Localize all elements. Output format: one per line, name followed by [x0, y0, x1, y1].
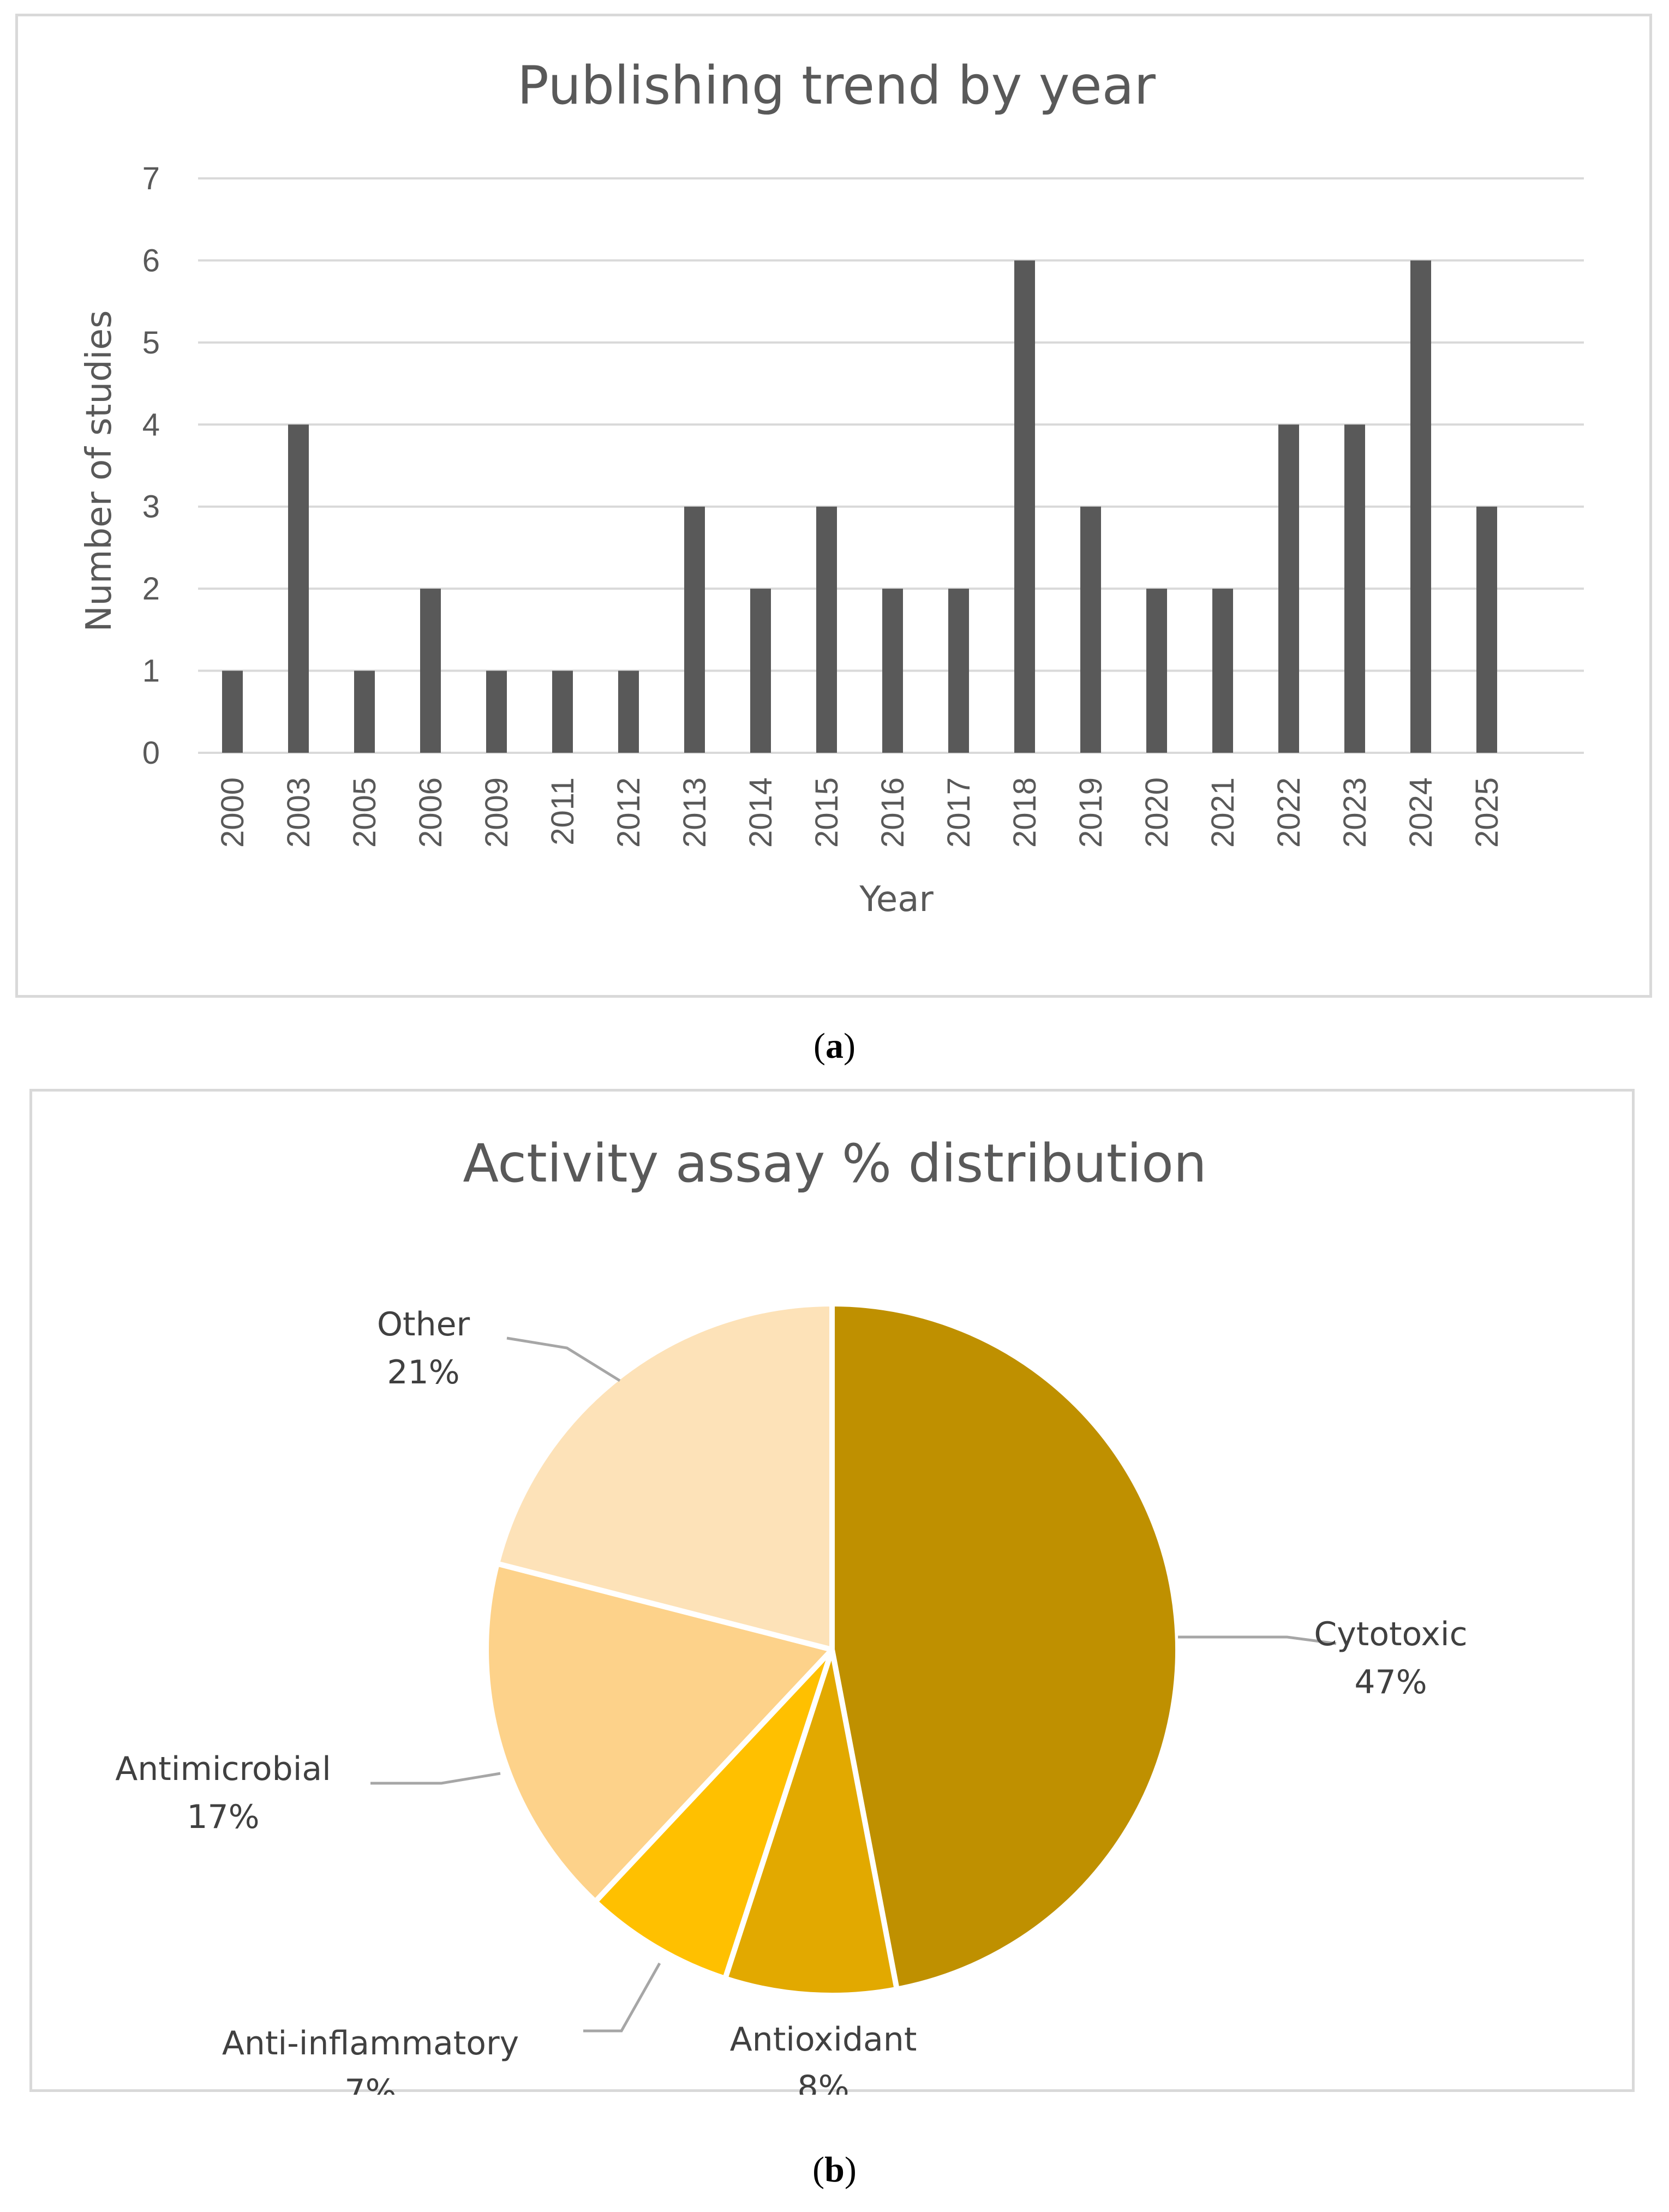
pie-slice [829, 1301, 1181, 1992]
y-tick-label: 5 [142, 325, 160, 361]
x-tick-label: 2011 [545, 777, 581, 846]
x-tick-label: 2014 [743, 777, 779, 848]
bar [1146, 589, 1167, 753]
bar [552, 670, 573, 753]
bar [1344, 424, 1365, 753]
y-tick-label: 3 [142, 489, 160, 525]
bar [420, 589, 441, 753]
pie-slice [483, 1561, 835, 1905]
y-tick-label: 4 [142, 407, 160, 442]
x-tick-label: 2020 [1139, 777, 1175, 848]
bar [1014, 260, 1035, 753]
x-tick-label: 2006 [413, 777, 448, 848]
bar [948, 589, 969, 753]
slice-percent: 21% [387, 1353, 459, 1392]
bar [1278, 424, 1299, 753]
leader-line [583, 1962, 661, 2033]
y-tick-label: 7 [142, 161, 160, 196]
x-tick-label: 2017 [941, 777, 977, 848]
leader-line [370, 1772, 501, 1785]
bar [684, 506, 705, 753]
caption-a-letter: a [825, 1026, 844, 1066]
bar [486, 670, 507, 753]
pie-chart: Activity assay % distribution Cytotoxic 47… [115, 1133, 1467, 2095]
chart-title: Activity assay % distribution [463, 1133, 1206, 1194]
bar [354, 670, 375, 753]
y-axis-label: Number of studies [79, 310, 119, 632]
x-tick-label: 2022 [1271, 777, 1307, 848]
leader-line [506, 1336, 621, 1382]
x-tick-label: 2005 [347, 777, 382, 848]
x-tick-label: 2018 [1007, 777, 1043, 848]
leader-line [1178, 1635, 1337, 1645]
x-tick-label: 2000 [215, 777, 250, 848]
caption-a: (a) [813, 1026, 856, 1066]
slice-label: Antimicrobial [115, 1750, 331, 1788]
bar-chart-panel: Publishing trend by year 0 1 2 3 4 5 6 7 2000 2003… [15, 14, 1652, 998]
x-tick-label: 2023 [1337, 777, 1373, 848]
bar [1476, 506, 1497, 753]
y-tick-label: 1 [142, 654, 160, 689]
x-tick-label: 2013 [677, 777, 713, 848]
y-tick-label: 0 [142, 735, 160, 771]
bar-chart: Publishing trend by year 0 1 2 3 4 5 6 7 2000 2003… [79, 55, 1584, 920]
bar [750, 589, 771, 753]
x-axis-label: Year [859, 879, 934, 920]
slice-label: Other [377, 1305, 470, 1344]
pie-slice [494, 1301, 835, 1652]
x-tick-label: 2019 [1073, 777, 1109, 848]
slice-percent: 17% [187, 1798, 259, 1836]
slice-label: Cytotoxic [1314, 1615, 1467, 1653]
slice-percent: 47% [1354, 1663, 1427, 1701]
x-tick-label: 2015 [809, 777, 845, 848]
bar [618, 670, 639, 753]
pie-slice [722, 1647, 900, 1998]
bar [1410, 260, 1431, 753]
x-tick-label: 2003 [281, 777, 316, 848]
y-tick-label: 2 [142, 571, 160, 607]
x-tick-label: 2021 [1205, 777, 1241, 848]
bar [816, 506, 837, 753]
y-tick-label: 6 [142, 243, 160, 278]
chart-title: Publishing trend by year [517, 55, 1156, 116]
slice-percent: 8% [797, 2069, 849, 2095]
bar [288, 424, 309, 753]
bar [222, 670, 243, 753]
x-tick-label: 2009 [479, 777, 515, 848]
pie-slice [593, 1647, 835, 1981]
x-tick-label: 2016 [875, 777, 911, 848]
bar [1212, 589, 1233, 753]
slice-label: Antioxidant [730, 2021, 917, 2059]
x-tick-label: 2025 [1469, 777, 1505, 848]
bar [1080, 506, 1101, 753]
pie-chart-panel: Activity assay % distribution Cytotoxic 47… [29, 1089, 1635, 2095]
slice-percent: 7% [344, 2072, 396, 2095]
bar [882, 589, 903, 753]
caption-b: (b) [812, 2150, 857, 2190]
x-tick-label: 2024 [1403, 777, 1439, 848]
caption-b-letter: b [824, 2150, 845, 2190]
x-tick-label: 2012 [611, 777, 647, 848]
slice-label: Anti-inflammatory [222, 2024, 519, 2063]
